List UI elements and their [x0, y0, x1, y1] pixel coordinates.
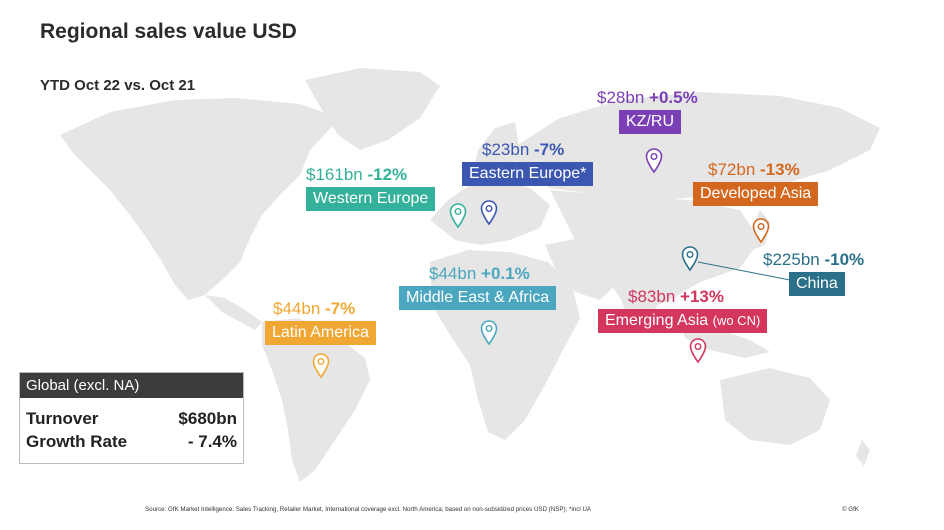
region-developed-asia: $72bn -13% Developed Asia: [693, 160, 819, 206]
china-value: $225bn: [763, 250, 820, 269]
china-pin-icon: [681, 246, 699, 272]
china-values: $225bn -10%: [763, 250, 864, 270]
copyright-notice: © GfK: [842, 506, 859, 513]
eastern-label: Eastern Europe*: [462, 162, 594, 186]
turnover-value: $680bn: [178, 409, 237, 428]
region-latin-america: $44bn -7% Latin America: [265, 299, 376, 345]
global-heading: Global (excl. NA): [20, 373, 243, 398]
growth-value: - 7.4%: [187, 432, 237, 451]
eastern-change: -7%: [534, 140, 565, 159]
devasia-value: $72bn: [708, 160, 756, 179]
devasia-values: $72bn -13%: [708, 160, 818, 180]
north-america-landmass: [60, 98, 340, 300]
turnover-label: Turnover: [26, 409, 99, 428]
mea-pin-icon: [480, 320, 498, 346]
western-value: $161bn: [306, 165, 363, 184]
asia-landmass: [550, 190, 760, 312]
region-mea: $44bn +0.1% Middle East & Africa: [399, 264, 557, 310]
mea-label: Middle East & Africa: [399, 286, 557, 310]
mea-change: +0.1%: [481, 264, 530, 283]
region-emerging-asia: $83bn +13% Emerging Asia (wo CN): [598, 287, 768, 333]
emerging-label-box: Emerging Asia (wo CN): [598, 309, 768, 333]
region-china: $225bn -10% China: [763, 250, 864, 296]
eastern-europe-pin-icon: [480, 200, 498, 226]
central-america-landmass: [205, 295, 262, 330]
kzru-pin-icon: [645, 148, 663, 174]
new-zealand-landmass: [856, 440, 870, 466]
region-kzru: $28bn +0.5% KZ/RU: [597, 88, 698, 134]
region-eastern-europe: $23bn -7% Eastern Europe*: [462, 140, 594, 186]
eastern-value: $23bn: [482, 140, 530, 159]
latam-values: $44bn -7%: [273, 299, 376, 319]
growth-label: Growth Rate: [26, 432, 128, 451]
western-europe-pin-icon: [449, 203, 467, 229]
western-values: $161bn -12%: [306, 165, 435, 185]
page-title: Regional sales value USD: [40, 20, 297, 43]
developed-asia-pin-icon: [752, 218, 770, 244]
kzru-label: KZ/RU: [619, 110, 681, 134]
latam-label: Latin America: [265, 321, 376, 345]
mea-values: $44bn +0.1%: [429, 264, 556, 284]
region-western-europe: $161bn -12% Western Europe: [306, 165, 436, 211]
eastern-values: $23bn -7%: [482, 140, 593, 160]
emerging-label-suffix: (wo CN): [712, 313, 761, 328]
australia-landmass: [720, 368, 830, 445]
source-footnote: Source: GfK Market Intelligence: Sales T…: [145, 506, 592, 513]
global-summary-box: Global (excl. NA) Turnover $680bn Growth…: [19, 372, 244, 464]
page-subtitle: YTD Oct 22 vs. Oct 21: [40, 77, 196, 94]
turnover-row: Turnover $680bn: [20, 407, 243, 430]
emerging-value: $83bn: [628, 287, 676, 306]
latam-value: $44bn: [273, 299, 321, 318]
emerging-asia-pin-icon: [689, 338, 707, 364]
growth-row: Growth Rate - 7.4%: [20, 430, 243, 453]
south-america-landmass: [262, 318, 370, 482]
latin-america-pin-icon: [312, 353, 330, 379]
devasia-change: -13%: [760, 160, 800, 179]
russia-landmass: [510, 92, 880, 200]
emerging-label: Emerging Asia: [605, 312, 709, 329]
mea-value: $44bn: [429, 264, 477, 283]
kzru-values: $28bn +0.5%: [597, 88, 698, 108]
devasia-label: Developed Asia: [693, 182, 819, 206]
greenland-landmass: [305, 68, 440, 150]
china-change: -10%: [824, 250, 865, 269]
emerging-values: $83bn +13%: [628, 287, 767, 307]
china-label: China: [789, 272, 845, 296]
kzru-change: +0.5%: [649, 88, 698, 107]
china-connector-line: [697, 261, 801, 283]
latam-change: -7%: [325, 299, 356, 318]
western-change: -12%: [367, 165, 408, 184]
kzru-value: $28bn: [597, 88, 645, 107]
emerging-change: +13%: [680, 287, 724, 306]
western-label: Western Europe: [306, 187, 436, 211]
